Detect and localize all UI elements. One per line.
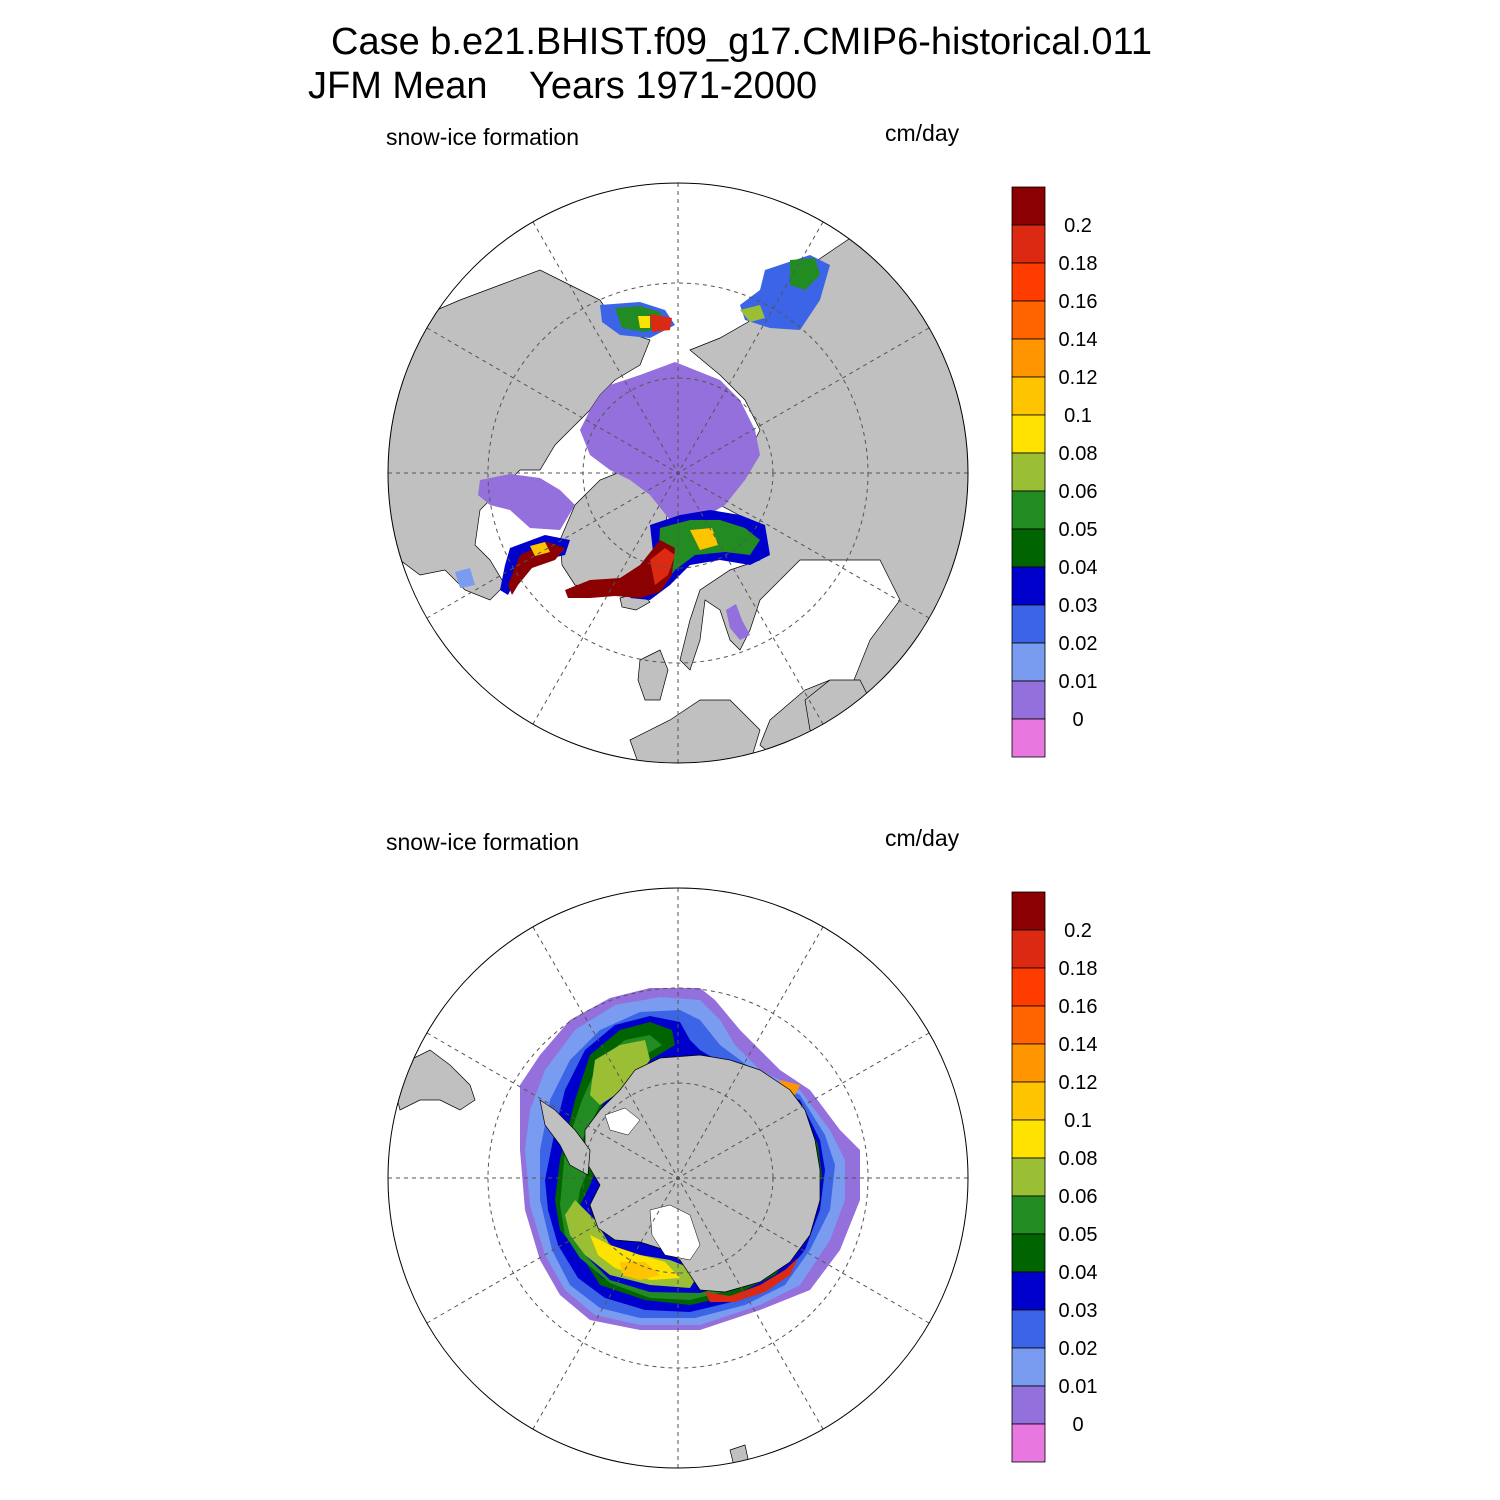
north-colorbar-swatch: [1011, 718, 1046, 758]
north-colorbar-tick-label: 0.06: [1059, 481, 1098, 503]
south-colorbar-swatch: [1011, 1043, 1046, 1083]
south-colorbar-swatch: [1011, 1271, 1046, 1311]
north-colorbar-tick-label: 0.12: [1059, 367, 1098, 389]
south-colorbar-tick-label: 0.02: [1059, 1338, 1098, 1360]
north-colorbar-swatch: [1011, 680, 1046, 720]
north-map-border: [387, 182, 969, 764]
north-colorbar-tick-label: 0.04: [1059, 557, 1098, 579]
south-colorbar-swatch: [1011, 1195, 1046, 1235]
north-greenland-sea-red: [650, 548, 675, 585]
south-colorbar: 0.2 0.18 0.16 0.14 0.12 0.1 0.08 0.06 0.05 0.04 0.…: [1011, 891, 1098, 1463]
north-land-north-america: [388, 269, 651, 601]
south-colorbar-swatch: [1011, 1119, 1046, 1159]
south-colorbar-swatch: [1011, 1309, 1046, 1349]
north-labrador-ice-yellow: [530, 542, 550, 556]
north-polar-map: [387, 182, 969, 764]
north-colorbar-tick-label: 0.03: [1059, 595, 1098, 617]
north-arctic-ice-zero: [580, 362, 760, 520]
south-graticule: [388, 888, 968, 1468]
north-colorbar-swatch: [1011, 642, 1046, 682]
north-baltic-ice: [726, 604, 750, 640]
north-colorbar: 0.2 0.18 0.16 0.14 0.12 0.1 0.08 0.06 0.05 0.04 0.…: [1011, 186, 1098, 758]
north-okhotsk-ice-yellow: [740, 305, 765, 322]
south-land-south-america: [394, 1049, 476, 1111]
south-land-antarctic-peninsula: [539, 1099, 591, 1176]
south-colorbar-swatch: [1011, 1423, 1046, 1463]
south-colorbar-tick-label: 0.01: [1059, 1376, 1098, 1398]
north-colorbar-tick-label: 0.01: [1059, 671, 1098, 693]
south-east-antarctic-orange: [780, 1080, 800, 1095]
north-labrador-ice-hot: [508, 542, 565, 595]
south-polar-map: [387, 887, 969, 1469]
south-colorbar-swatch: [1011, 1385, 1046, 1425]
south-colorbar-swatch: [1011, 891, 1046, 931]
north-colorbar-tick-label: 0: [1072, 709, 1083, 731]
north-colorbar-swatch: [1011, 528, 1046, 568]
north-colorbar-swatch: [1011, 566, 1046, 606]
south-panel-variable-label: snow-ice formation: [386, 829, 580, 855]
south-weddell-ice-shelf: [604, 1107, 641, 1136]
south-colorbar-tick-label: 0.16: [1059, 996, 1098, 1018]
south-colorbar-swatch: [1011, 1005, 1046, 1045]
south-colorbar-swatch: [1011, 1157, 1046, 1197]
north-colorbar-tick-label: 0.16: [1059, 291, 1098, 313]
north-colorbar-swatch: [1011, 604, 1046, 644]
north-colorbar-tick-label: 0.08: [1059, 443, 1098, 465]
north-hudson-bay-ice: [478, 474, 575, 530]
south-ross-orange: [620, 1262, 660, 1280]
north-colorbar-tick-label: 0.02: [1059, 633, 1098, 655]
north-colorbar-swatch: [1011, 262, 1046, 302]
south-colorbar-swatch: [1011, 929, 1046, 969]
north-colorbar-swatch: [1011, 186, 1046, 226]
south-colorbar-tick-label: 0.12: [1059, 1072, 1098, 1094]
south-colorbar-tick-label: 0.04: [1059, 1262, 1098, 1284]
south-colorbar-tick-label: 0.03: [1059, 1300, 1098, 1322]
south-colorbar-swatch: [1011, 1233, 1046, 1273]
south-colorbar-swatch: [1011, 1347, 1046, 1387]
north-panel-units-label: cm/day: [885, 120, 960, 146]
south-colorbar-tick-label: 0.05: [1059, 1224, 1098, 1246]
south-colorbar-tick-label: 0.1: [1064, 1110, 1092, 1132]
south-ross-yellow: [590, 1235, 680, 1280]
north-colorbar-swatch: [1011, 376, 1046, 416]
north-bering-ice-hot: [650, 314, 672, 332]
north-land-europe-south: [629, 699, 761, 763]
north-barents-ice-yellow: [690, 528, 718, 550]
south-colorbar-tick-label: 0.14: [1059, 1034, 1098, 1056]
south-weddell-yellowgreen: [590, 1040, 650, 1105]
south-panel-units-label: cm/day: [885, 825, 960, 851]
south-ross-ice-shelf: [649, 1204, 701, 1261]
south-map-border: [387, 887, 969, 1469]
north-colorbar-swatch: [1011, 338, 1046, 378]
north-colorbar-tick-label: 0.14: [1059, 329, 1098, 351]
north-panel-variable-label: snow-ice formation: [386, 124, 580, 150]
north-bering-ice-yellow: [638, 316, 650, 328]
chart-title-line2: JFM Mean Years 1971-2000: [308, 65, 818, 107]
north-colorbar-swatch: [1011, 300, 1046, 340]
north-colorbar-tick-label: 0.05: [1059, 519, 1098, 541]
north-colorbar-tick-label: 0.1: [1064, 405, 1092, 427]
north-labrador-ice-small: [455, 568, 475, 588]
chart-title-line1: Case b.e21.BHIST.f09_g17.CMIP6-historica…: [331, 21, 1152, 63]
south-colorbar-swatch: [1011, 967, 1046, 1007]
south-colorbar-tick-label: 0.08: [1059, 1148, 1098, 1170]
north-colorbar-tick-label: 0.2: [1064, 215, 1092, 237]
north-colorbar-swatch: [1011, 452, 1046, 492]
north-barents-ice-green: [645, 520, 760, 595]
north-colorbar-swatch: [1011, 224, 1046, 264]
south-colorbar-tick-label: 0.18: [1059, 958, 1098, 980]
south-colorbar-tick-label: 0.2: [1064, 920, 1092, 942]
north-graticule: [388, 183, 968, 763]
north-greenland-sea-hot: [565, 540, 675, 598]
north-colorbar-swatch: [1011, 414, 1046, 454]
south-east-antarctic-hot: [705, 1258, 798, 1302]
north-colorbar-swatch: [1011, 490, 1046, 530]
south-land-antarctica: [584, 1054, 821, 1293]
south-colorbar-tick-label: 0.06: [1059, 1186, 1098, 1208]
south-colorbar-swatch: [1011, 1081, 1046, 1121]
north-colorbar-tick-label: 0.18: [1059, 253, 1098, 275]
south-colorbar-tick-label: 0: [1072, 1414, 1083, 1436]
